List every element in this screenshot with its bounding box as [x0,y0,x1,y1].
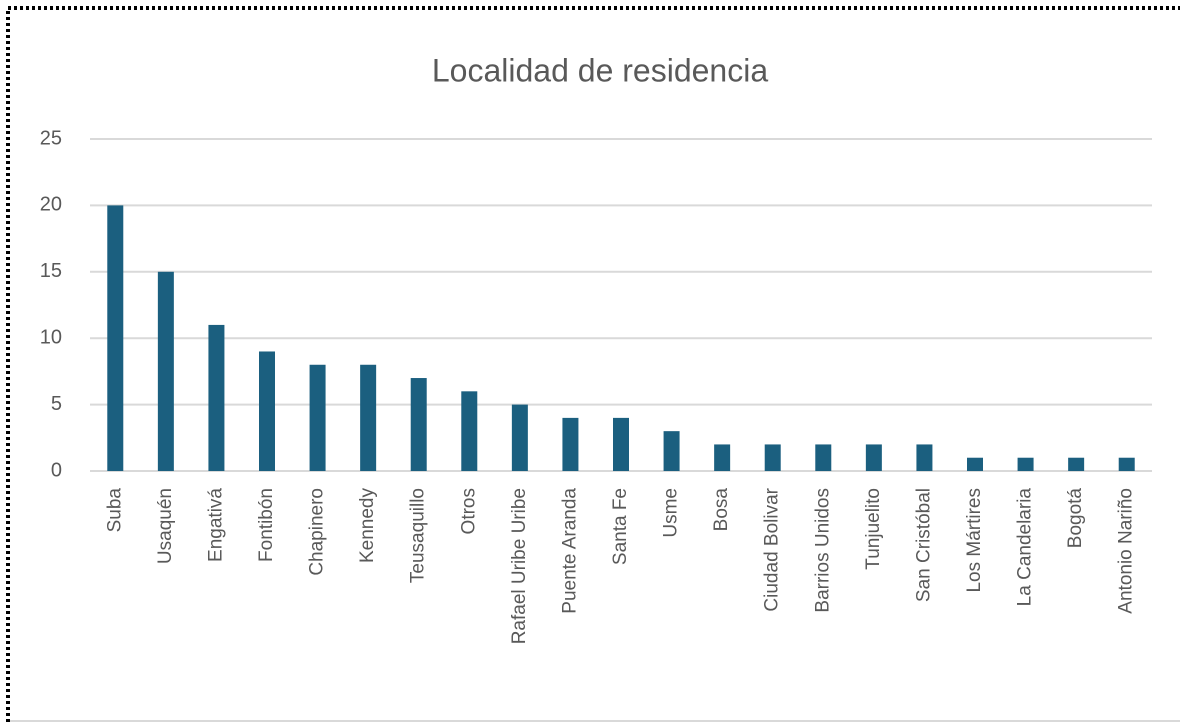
x-tick-label: Usme [661,488,682,538]
bar [511,404,528,471]
bar [208,324,225,471]
x-tick-label: Bosa [711,488,732,532]
x-tick-label: Tunjuelito [863,488,884,570]
bar [916,444,933,471]
bar [410,378,427,471]
x-tick-label: Engativá [205,488,226,562]
bar [259,351,275,471]
bar [1118,457,1135,471]
y-tick-label: 5 [51,393,62,415]
chart-title: Localidad de residencia [432,52,768,88]
bar [967,457,983,471]
x-tick-label: Los Mártires [964,488,985,593]
x-tick-label: Barrios Unidos [812,488,833,613]
x-tick-label: Suba [104,488,125,533]
x-tick-label: Chapinero [307,488,328,576]
bar [360,364,377,471]
frame [6,6,1180,725]
bar [562,417,579,471]
y-tick-label: 10 [40,326,62,348]
x-tick-label: Usaquén [155,488,176,564]
bar [714,444,731,471]
bar [764,444,781,471]
y-tick-label: 20 [40,194,62,216]
bar [663,431,680,471]
bar [865,444,882,471]
bar [1068,457,1085,471]
bar [613,417,629,471]
x-tick-label: La Candelaria [1015,488,1036,607]
y-tick-label: 15 [40,260,62,282]
x-tick-label: San Cristóbal [913,488,934,602]
x-tick-label: Ciudad Bolivar [762,487,783,611]
x-tick-label: Antonio Nariño [1116,488,1137,614]
bar [1017,457,1034,471]
x-tick-label: Otros [458,488,479,534]
bar [309,364,326,471]
bar [461,391,478,471]
x-tick-label: Santa Fe [610,488,631,565]
bar [815,444,832,471]
y-tick-label: 25 [40,127,62,149]
x-tick-label: Bogotá [1065,488,1086,549]
x-tick-label: Kennedy [357,488,378,564]
x-tick-label: Fontibón [256,488,277,562]
y-tick-label: 0 [51,459,62,481]
x-tick-label: Puente Aranda [559,488,580,614]
bar [157,271,174,471]
x-tick-label: Teusaquillo [408,488,429,583]
x-tick-label: Rafael Uribe Uribe [509,488,530,644]
bar [107,205,124,471]
